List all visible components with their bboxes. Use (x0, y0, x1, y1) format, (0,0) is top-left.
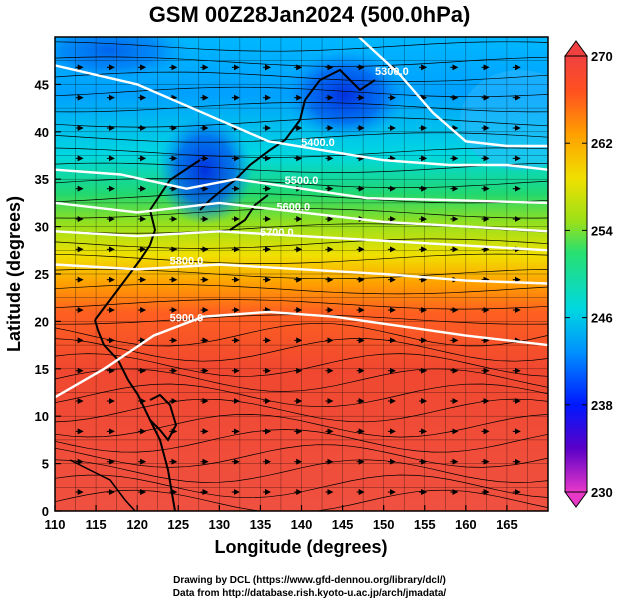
x-axis-title: Longitude (degrees) (214, 537, 387, 557)
contour-line (55, 263, 548, 285)
streamline (55, 383, 548, 408)
colorbar-max-arrow (564, 40, 588, 57)
x-tick-label: 130 (208, 517, 230, 532)
streamline (55, 444, 548, 468)
streamline (55, 299, 548, 310)
streamline (55, 338, 548, 362)
plot-area: 5300.0 5400.0 5500.0 5600.0 5700.0 5800.0 5900… (54, 36, 549, 512)
page-title: GSM 00Z28Jan2024 (500.0hPa) (148, 2, 471, 27)
y-tick-label: 5 (42, 457, 49, 472)
y-tick-label: 45 (35, 77, 49, 92)
streamline (55, 117, 548, 128)
colorbar-tick-label: 262 (591, 136, 613, 151)
x-tick-label: 155 (414, 517, 436, 532)
colorbar-tick-label: 246 (591, 311, 613, 326)
contour-line (55, 310, 548, 399)
colorbar-tick-label: 230 (591, 485, 613, 500)
contour-label: 5900.0 (170, 312, 204, 324)
y-tick-label: 30 (35, 220, 49, 235)
contour-label: 5800.0 (170, 256, 204, 268)
streamline (55, 238, 548, 249)
credit-line-drawing: Drawing by DCL (https://www.gfd-dennou.o… (173, 575, 446, 586)
y-tick-label: 25 (35, 267, 49, 282)
temperature-field (55, 37, 548, 511)
streamline (55, 489, 548, 511)
streamline (55, 162, 548, 173)
x-tick-label: 145 (332, 517, 354, 532)
streamline (55, 71, 548, 82)
streamline (55, 102, 548, 113)
streamline (55, 208, 548, 219)
x-tick-label: 135 (250, 517, 272, 532)
contour-line (55, 201, 548, 233)
credit-line-data: Data from http://database.rish.kyoto-u.a… (172, 588, 447, 599)
contour-line (55, 230, 548, 252)
height-contours: 5300.0 5400.0 5500.0 5600.0 5700.0 5800.0 5900… (55, 37, 548, 399)
x-tick-label: 115 (86, 517, 107, 532)
x-tick-label: 140 (291, 517, 313, 532)
y-tick-label: 15 (35, 362, 49, 377)
streamline (55, 284, 548, 295)
streamlines (55, 41, 548, 511)
streamline (55, 368, 548, 392)
streamline (55, 193, 548, 204)
colorbar-ticks: 230 238 246 254 262 270 (565, 49, 613, 500)
contour-label: 5400.0 (301, 137, 335, 149)
streamline (55, 86, 548, 98)
credits: Drawing by DCL (https://www.gfd-dennou.o… (0, 574, 619, 600)
y-tick-label: 40 (35, 125, 49, 140)
streamline (55, 132, 548, 143)
y-tick-label: 35 (35, 172, 49, 187)
colorbar-tick-label: 238 (591, 398, 613, 413)
colorbar-tick-label: 254 (591, 223, 613, 238)
contour-label: 5600.0 (276, 201, 310, 213)
y-tick-label: 0 (42, 504, 49, 519)
contour-label: 5700.0 (260, 227, 294, 239)
x-tick-label: 160 (455, 517, 477, 532)
streamline (55, 253, 548, 264)
x-tick-label: 165 (496, 517, 518, 532)
x-tick-label: 110 (45, 517, 66, 532)
x-tick-label: 120 (126, 517, 148, 532)
contour-label: 5500.0 (285, 175, 319, 187)
axes: 110 115 120 125 130 135 140 145 150 155 160 165 0 5 10… (35, 77, 518, 532)
x-tick-label: 125 (167, 517, 189, 532)
contour-line (358, 37, 548, 148)
y-tick-label: 20 (35, 314, 49, 329)
colorbar-tick-label: 270 (591, 49, 613, 64)
y-axis-title: Latitude (degrees) (4, 196, 24, 352)
contour-label: 5300.0 (375, 66, 409, 78)
coastline (69, 68, 376, 511)
streamline (55, 398, 548, 423)
colorbar: 230 238 246 254 262 270 (564, 40, 613, 508)
contour-line (55, 168, 548, 205)
streamline (55, 322, 548, 347)
y-tick-label: 10 (35, 409, 49, 424)
colorbar-min-arrow (564, 491, 588, 508)
x-tick-label: 150 (373, 517, 395, 532)
streamline (55, 41, 548, 52)
contour-line (55, 64, 548, 171)
streamline (55, 414, 548, 438)
streamline (55, 459, 548, 483)
